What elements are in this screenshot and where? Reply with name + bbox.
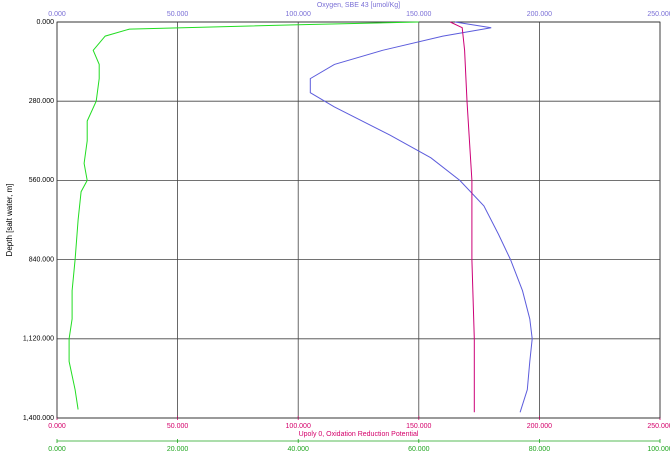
y-tick-label: 280.000 xyxy=(29,98,54,105)
y-axis-title: Depth [salt water, m] xyxy=(5,184,14,257)
x-tick-label: 0.000 xyxy=(48,446,66,453)
x-tick-label: 40.000 xyxy=(287,446,309,453)
x-tick-label: 0.000 xyxy=(48,423,66,430)
y-tick-label: 560.000 xyxy=(29,177,54,184)
x-tick-label: 80.000 xyxy=(529,446,551,453)
x-tick-label: 150.000 xyxy=(406,11,431,18)
x-tick-label: 200.000 xyxy=(527,11,552,18)
x-tick-label: 50.000 xyxy=(167,423,189,430)
x-tick-label: 250.000 xyxy=(647,423,670,430)
x-tick-label: 100.000 xyxy=(286,11,311,18)
y-tick-label: 1,400.000 xyxy=(23,415,54,422)
plot-frame xyxy=(56,21,661,419)
x-tick-label: 200.000 xyxy=(527,423,552,430)
x-tick-label: 150.000 xyxy=(406,423,431,430)
x-tick-label: 100.000 xyxy=(647,446,670,453)
y-tick-label: 0.000 xyxy=(36,19,54,26)
x-tick-label: 60.000 xyxy=(408,446,430,453)
series-line xyxy=(68,21,419,410)
x-tick-label: 100.000 xyxy=(286,423,311,430)
y-tick-label: 840.000 xyxy=(29,256,54,263)
x-tick-label: 20.000 xyxy=(167,446,189,453)
x-axis-title: Oxygen, SBE 43 [umol/Kg] xyxy=(317,2,400,9)
series-line xyxy=(309,21,533,413)
x-tick-label: 250.000 xyxy=(647,11,670,18)
x-axis-title: Upoly 0, Oxidation Reduction Potential xyxy=(299,431,419,438)
series-line xyxy=(449,21,475,413)
x-tick-label: 0.000 xyxy=(48,11,66,18)
y-tick-label: 1,120.000 xyxy=(23,336,54,343)
x-tick-label: 50.000 xyxy=(167,11,189,18)
